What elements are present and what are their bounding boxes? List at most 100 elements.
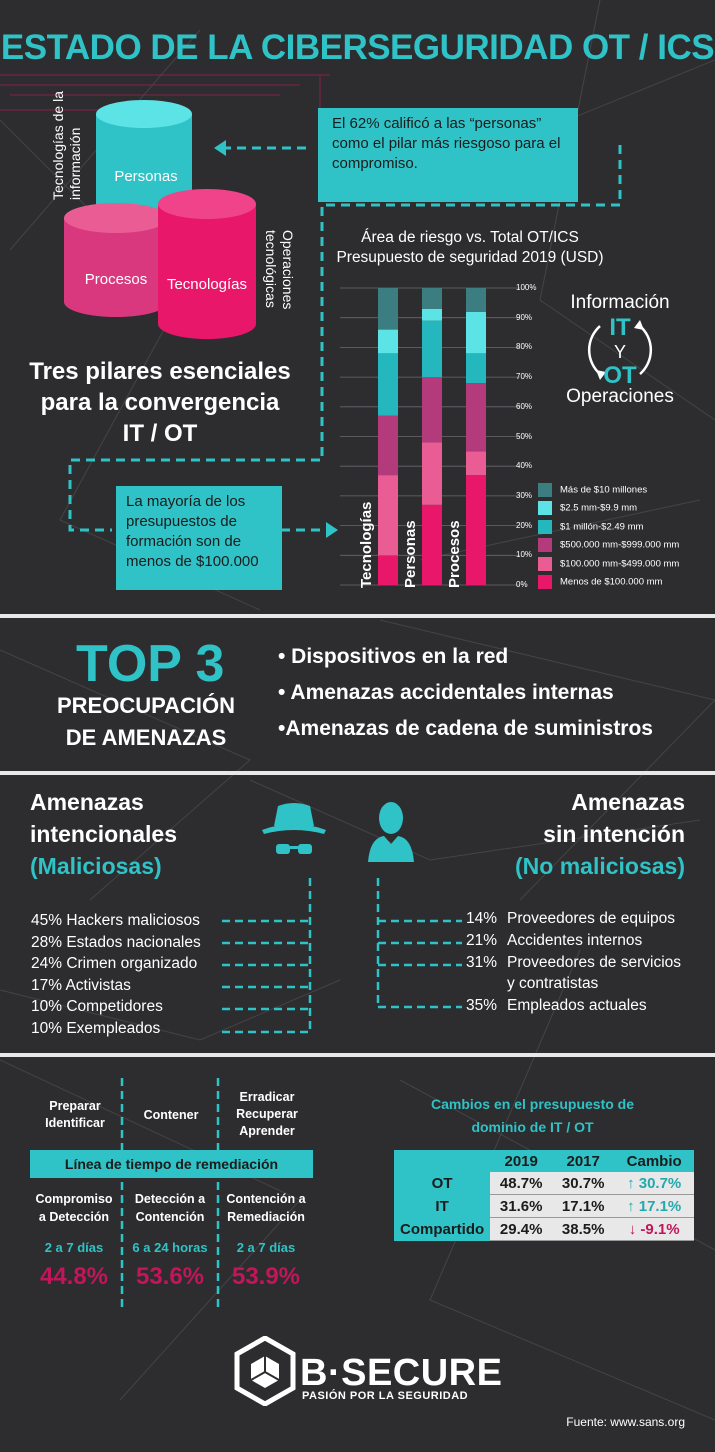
timeline-head-prepare: Preparar Identificar	[30, 1098, 120, 1132]
heading-line: sin intención	[543, 821, 685, 847]
arrow-up-icon: ↑	[627, 1197, 635, 1215]
chart-tick-label: 60%	[516, 401, 533, 411]
heading-sub: (Maliciosas)	[30, 853, 162, 879]
chart-tick-label: 50%	[516, 431, 533, 441]
row-label: Compartido	[394, 1217, 491, 1241]
cell-2017: 17.1%	[552, 1194, 615, 1218]
budget-callout: La mayoría de los presupuestos de formac…	[116, 486, 282, 590]
personas-callout: El 62% calificó a las “personas” como el…	[318, 108, 578, 202]
pillars-heading-line: para la convergencia	[40, 389, 280, 416]
chart-tick-label: 30%	[516, 490, 533, 500]
label-line: a Detección	[38, 1210, 110, 1224]
chart-title: Área de riesgo vs. Total OT/ICS Presupue…	[336, 229, 604, 266]
intentional-threat-item: 28% Estados nacionales	[31, 933, 201, 951]
chart-bar-segment	[422, 320, 442, 378]
section-divider	[0, 1053, 715, 1057]
pillars-heading-line: IT / OT	[122, 420, 198, 447]
table-row: OT 48.7% 30.7% ↑ 30.7%	[394, 1172, 695, 1195]
cylinder-label-personas: Personas	[114, 168, 178, 185]
chart-tick-label: 0%	[516, 580, 528, 589]
timeline-head-line: Erradicar	[239, 1090, 295, 1104]
legend-swatch	[538, 501, 552, 516]
label-line: Contención	[135, 1210, 205, 1224]
chart-legend-item: $2.5 mm-$9.9 mm	[538, 501, 638, 516]
cell-change: ↑ 17.1%	[614, 1194, 695, 1218]
chart-tick-label: 20%	[516, 520, 533, 530]
timeline-range: 2 a 7 días	[44, 1240, 104, 1255]
heading-line: intencionales	[30, 821, 177, 847]
heading-line: Amenazas	[30, 789, 144, 815]
chart-tick-label: 90%	[516, 312, 533, 322]
chart-bar-segment	[422, 308, 442, 321]
timeline-head-line: Preparar	[49, 1099, 101, 1113]
arrow-down-icon: ↓	[628, 1220, 637, 1238]
timeline-range: 6 a 24 horas	[132, 1240, 208, 1255]
arrow-up-icon: ↑	[627, 1174, 635, 1192]
timeline-column: Compromiso a Detección 2 a 7 días 44.8%	[24, 1190, 124, 1291]
cell-2019: 31.6%	[490, 1194, 553, 1218]
section-divider	[0, 771, 715, 775]
top3-heading: TOP 3	[76, 635, 225, 693]
chart-tick-label: 70%	[516, 372, 533, 382]
unintentional-threats-heading: Amenazas sin intención (No maliciosas)	[515, 786, 685, 882]
chart-legend-item: $1 millón-$2.49 mm	[538, 519, 643, 534]
chart-bar-segment	[378, 353, 398, 416]
chart-tick-label: 10%	[516, 550, 533, 560]
badge-y: Y	[613, 342, 626, 362]
timeline-column-label: Detección a Contención	[120, 1190, 220, 1226]
row-label: OT	[394, 1172, 491, 1195]
stacked-bar-chart	[340, 287, 520, 586]
heading-sub: (No maliciosas)	[515, 853, 685, 879]
title-line: dominio de IT / OT	[471, 1119, 594, 1135]
it-ot-badge: Información IT Y OT Operaciones	[560, 292, 680, 408]
cycle-arrows-icon	[587, 320, 653, 380]
budget-changes-title: Cambios en el presupuesto de dominio de …	[400, 1093, 665, 1139]
intentional-threat-item: 10% Competidores	[31, 998, 163, 1015]
section-divider	[0, 614, 715, 618]
chart-bar-segment	[378, 555, 398, 585]
timeline-head-line: Contener	[143, 1108, 199, 1122]
unintentional-threat-label: Accidentes internos	[507, 932, 643, 949]
legend-label: $500.000 mm-$999.000 mm	[560, 539, 680, 551]
legend-label: $2.5 mm-$9.9 mm	[560, 502, 638, 514]
table-header-cell: 2017	[552, 1150, 615, 1172]
unintentional-threat-pct: 35%	[466, 997, 498, 1014]
legend-swatch	[538, 538, 552, 553]
table-header-cell: Cambio	[614, 1150, 695, 1172]
timeline-range: 2 a 7 días	[236, 1240, 296, 1255]
chart-tick-label: 40%	[516, 461, 533, 471]
unintentional-threat-pct: 31%	[466, 954, 498, 971]
pillars-heading: Tres pilares esenciales para la converge…	[0, 356, 320, 449]
cylinder-label-tecnologias: Tecnologías	[166, 276, 248, 293]
source-note: Fuente: www.sans.org	[566, 1415, 685, 1429]
legend-label: Menos de $100.000 mm	[560, 576, 663, 588]
label-line: Remediación	[227, 1210, 305, 1224]
unintentional-threat-label: Empleados actuales	[507, 997, 647, 1014]
chart-legend-item: Más de $10 millones	[538, 483, 647, 497]
label-line: Contención a	[226, 1192, 306, 1206]
chart-bar-segment	[466, 311, 486, 354]
chart-bar-segment	[378, 475, 398, 556]
cell-2017: 38.5%	[552, 1217, 615, 1241]
unintentional-threat-pct: 21%	[466, 932, 498, 949]
row-label: IT	[394, 1194, 491, 1218]
unintentional-threat-pct: 14%	[466, 910, 498, 927]
budget-changes-table: 2019 2017 Cambio OT 48.7% 30.7% ↑ 30.7% IT 31…	[394, 1150, 695, 1241]
unintentional-threat-label: y contratistas	[507, 975, 599, 992]
table-header-cell	[394, 1150, 491, 1172]
timeline-column: Contención a Remediación 2 a 7 días 53.9%	[216, 1190, 316, 1291]
bsecure-logo-icon	[234, 1336, 296, 1406]
title-line: Cambios en el presupuesto de	[430, 1096, 635, 1112]
threat-connectors	[222, 878, 462, 1034]
chart-bar-segment	[378, 329, 398, 354]
timeline-percent: 53.6%	[135, 1263, 205, 1290]
table-row: Compartido 29.4% 38.5% ↓ -9.1%	[394, 1217, 695, 1241]
chart-legend-item: $100.000 mm-$499.000 mm	[538, 556, 679, 571]
legend-swatch	[538, 519, 552, 534]
top3-item: •Amenazas de cadena de suministros	[278, 717, 653, 740]
chart-bar-segment	[422, 442, 442, 505]
cell-2017: 30.7%	[552, 1172, 615, 1195]
chart-bar-segment	[422, 504, 442, 585]
badge-operaciones: Operaciones	[566, 386, 674, 407]
cell-2019: 29.4%	[490, 1217, 553, 1241]
